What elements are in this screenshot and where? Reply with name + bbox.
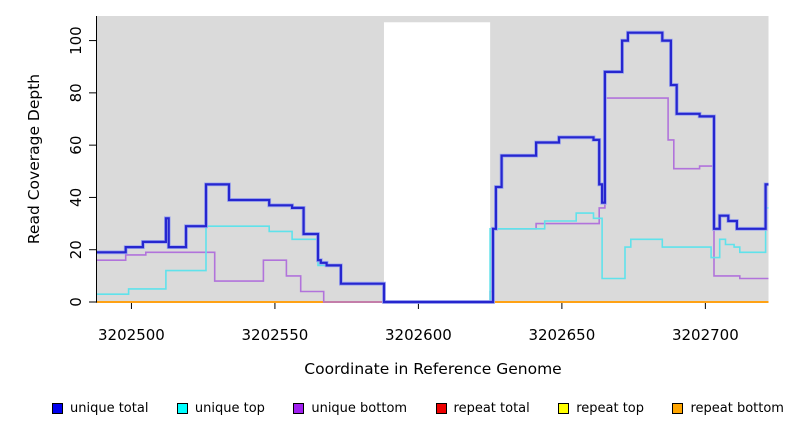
y-tick-label: 40	[67, 188, 85, 207]
legend-item-repeat-top: repeat top	[558, 401, 644, 416]
legend-label-unique-top: unique top	[194, 400, 265, 416]
x-tick-label: 3202650	[528, 326, 595, 344]
y-tick-label: 100	[67, 26, 85, 55]
y-axis-title: Read Coverage Depth	[25, 73, 43, 245]
legend-item-repeat-total: repeat total	[435, 400, 530, 416]
y-tick-label: 60	[67, 136, 85, 155]
legend-item-repeat-bottom: repeat bottom	[672, 401, 784, 416]
y-tick-label: 80	[67, 83, 85, 102]
x-tick-label: 3202500	[98, 326, 165, 344]
legend-item-unique-bottom: unique bottom	[293, 401, 407, 416]
y-tick-label: 0	[67, 297, 85, 307]
legend-swatch-repeat-bottom	[672, 402, 684, 414]
legend-item-unique-total: unique total	[52, 401, 148, 416]
legend-label-repeat-total: repeat total	[453, 400, 530, 416]
x-tick-label: 3202600	[385, 326, 452, 344]
legend-swatch-unique-top	[176, 402, 188, 414]
legend-swatch-unique-bottom	[293, 402, 305, 414]
series-unique-total-line	[97, 31, 769, 304]
legend: unique total unique top unique bottom repea…	[52, 398, 784, 418]
no-coverage-gap	[383, 22, 491, 302]
legend-swatch-repeat-total	[435, 402, 447, 414]
legend-swatch-repeat-top	[558, 402, 570, 414]
legend-label-unique-bottom: unique bottom	[311, 400, 408, 416]
legend-label-repeat-top: repeat top	[576, 400, 644, 416]
series-unique-top-line	[97, 207, 769, 303]
legend-label-repeat-bottom: repeat bottom	[690, 400, 784, 416]
y-tick-label: 20	[67, 240, 85, 259]
x-tick-label: 3202700	[672, 326, 739, 344]
legend-item-unique-top: unique top	[176, 400, 265, 416]
x-tick-label: 3202550	[242, 326, 309, 344]
x-axis-title: Coordinate in Reference Genome	[304, 360, 562, 378]
legend-label-unique-total: unique total	[70, 400, 149, 416]
legend-swatch-unique-total	[52, 402, 63, 414]
